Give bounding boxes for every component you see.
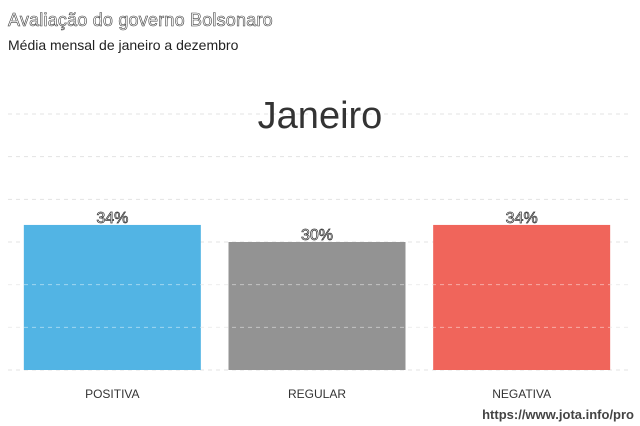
- category-label: REGULAR: [288, 387, 346, 401]
- data-label: 34%: [506, 210, 538, 227]
- bar-regular: [228, 242, 406, 370]
- source-link[interactable]: https://www.jota.info/pro: [482, 407, 634, 422]
- bar-negativa: [433, 224, 611, 370]
- bar-positiva: [23, 224, 201, 370]
- month-label: Janeiro: [258, 95, 383, 137]
- category-label: POSITIVA: [85, 387, 139, 401]
- chart-subtitle: Média mensal de janeiro a dezembro: [8, 37, 239, 53]
- chart-title: Avaliação do governo Bolsonaro: [8, 10, 273, 31]
- data-label: 34%: [96, 210, 128, 227]
- chart-header: Avaliação do governo Bolsonaro Média men…: [8, 10, 273, 53]
- category-label: NEGATIVA: [492, 387, 551, 401]
- data-label: 30%: [301, 227, 333, 244]
